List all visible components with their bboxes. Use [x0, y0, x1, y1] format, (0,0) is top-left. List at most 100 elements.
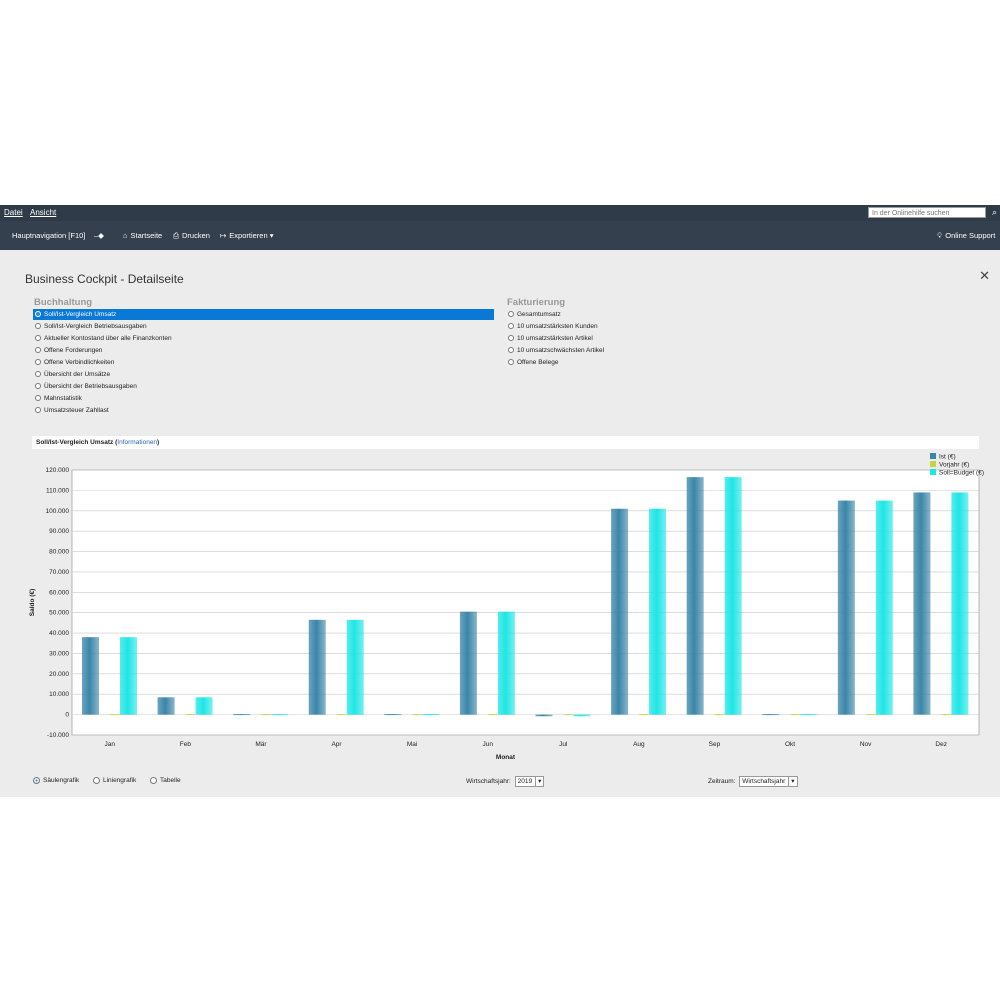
bar-soll[interactable]: [497, 611, 515, 715]
y-tick-label: 100.000: [46, 508, 70, 515]
radio-line-chart-label: Liniengrafik: [102, 777, 137, 785]
bar-ist[interactable]: [384, 714, 402, 716]
legend-label: Soll=Budget (€): [939, 470, 984, 477]
search-icon[interactable]: ⌕: [991, 207, 997, 217]
bar-vorjahr[interactable]: [336, 714, 347, 716]
main-content: Business Cockpit - Detailseite ✕ Buchhal…: [0, 250, 1000, 797]
accounting-option[interactable]: Offene Verbindlichkeiten: [33, 357, 114, 368]
toolbar: Hauptnavigation [F10] ‒◆ ⌂ Startseite ⎙ Dr…: [0, 221, 1000, 250]
chart-title: Soll/Ist-Vergleich Umsatz (Informationen…: [32, 436, 979, 449]
x-tick-label: Okt: [785, 741, 795, 748]
accounting-option[interactable]: Aktueller Kontostand über alle Finanzkon…: [33, 333, 172, 344]
bar-vorjahr[interactable]: [865, 714, 876, 716]
bar-ist[interactable]: [762, 714, 780, 716]
period-label: Zeitraum:: [708, 778, 736, 786]
bar-vorjahr[interactable]: [941, 714, 952, 716]
bar-soll[interactable]: [346, 619, 364, 715]
bar-soll[interactable]: [195, 697, 213, 715]
bar-vorjahr[interactable]: [110, 714, 120, 716]
bar-ist[interactable]: [686, 477, 704, 715]
invoicing-option[interactable]: 10 umsatzstärksten Kunden: [506, 321, 598, 332]
y-tick-label: 90.000: [49, 528, 69, 535]
bar-soll[interactable]: [649, 508, 667, 715]
printer-icon: ⎙: [173, 231, 179, 240]
invoicing-option[interactable]: 10 umsatzschwächsten Artikel: [506, 345, 604, 356]
bar-vorjahr[interactable]: [487, 714, 498, 716]
app-window: Datei Ansicht In der Onlinehilfe suchen …: [0, 205, 1000, 797]
accounting-heading: Buchhaltung: [34, 297, 93, 308]
chevron-down-icon: ▾: [535, 777, 541, 786]
radio-line-chart[interactable]: Liniengrafik: [92, 777, 137, 785]
bar-ist[interactable]: [913, 492, 931, 715]
period-select[interactable]: Wirtschaftsjahr ▾: [739, 776, 798, 787]
bar-vorjahr[interactable]: [639, 714, 650, 716]
bar-ist[interactable]: [459, 611, 477, 715]
bar-ist[interactable]: [82, 637, 99, 715]
plot-area: [71, 469, 980, 736]
accounting-option[interactable]: Soll/Ist-Vergleich Betriebsausgaben: [33, 321, 147, 332]
y-tick-label: 40.000: [49, 630, 69, 637]
radio-indicator: [35, 346, 41, 353]
bar-vorjahr[interactable]: [563, 714, 574, 716]
chart-title-text: Soll/Ist-Vergleich Umsatz: [36, 439, 114, 446]
accounting-option-label: Mahnstatistik: [44, 395, 82, 402]
bar-ist[interactable]: [233, 714, 251, 716]
menu-file[interactable]: Datei: [4, 208, 23, 217]
information-link[interactable]: Informationen: [117, 439, 158, 446]
accounting-option[interactable]: Mahnstatistik: [33, 393, 82, 404]
y-tick-label: 50.000: [49, 610, 69, 617]
bar-soll[interactable]: [724, 477, 742, 715]
bar-soll[interactable]: [422, 714, 440, 716]
bar-vorjahr[interactable]: [185, 714, 196, 716]
bar-soll[interactable]: [800, 714, 818, 716]
bar-soll[interactable]: [875, 500, 893, 715]
main-navigation-button[interactable]: Hauptnavigation [F10]: [12, 231, 86, 240]
radio-indicator: [33, 777, 40, 784]
bar-soll[interactable]: [271, 714, 289, 716]
menu-view[interactable]: Ansicht: [30, 208, 57, 217]
accounting-option[interactable]: Übersicht der Betriebsausgaben: [33, 381, 137, 392]
help-search-input[interactable]: In der Onlinehilfe suchen: [868, 207, 986, 218]
fiscal-year-select[interactable]: 2019 ▾: [514, 776, 545, 787]
export-button[interactable]: ↦ Exportieren ▾: [220, 231, 274, 240]
radio-column-chart[interactable]: Säulengrafik: [33, 777, 79, 784]
online-support-button[interactable]: 💡︎ Online Support: [937, 231, 995, 241]
invoicing-option[interactable]: Offene Belege: [506, 357, 558, 368]
invoicing-option-label: 10 umsatzstärksten Kunden: [517, 323, 598, 330]
bar-vorjahr[interactable]: [412, 714, 423, 716]
bar-vorjahr[interactable]: [714, 714, 725, 716]
y-tick-label: 70.000: [49, 569, 69, 576]
pin-icon[interactable]: ‒◆: [94, 231, 104, 240]
bar-vorjahr[interactable]: [790, 714, 801, 716]
chart-title-open: (: [113, 439, 118, 446]
print-button[interactable]: ⎙ Drucken: [173, 231, 210, 241]
bar-soll[interactable]: [573, 714, 591, 717]
bar-ist[interactable]: [535, 714, 553, 717]
bar-soll[interactable]: [951, 492, 969, 715]
accounting-option[interactable]: Soll/Ist-Vergleich Umsatz: [33, 309, 494, 320]
page-title: Business Cockpit - Detailseite: [25, 272, 184, 286]
menu-bar: Datei Ansicht In der Onlinehilfe suchen …: [0, 205, 1000, 221]
bar-vorjahr[interactable]: [261, 714, 272, 716]
accounting-option-label: Offene Forderungen: [44, 347, 103, 354]
accounting-option[interactable]: Umsatzsteuer Zahllast: [33, 405, 109, 416]
bar-ist[interactable]: [837, 500, 855, 715]
home-button[interactable]: ⌂ Startseite: [123, 231, 162, 240]
radio-indicator: [508, 322, 514, 329]
invoicing-option[interactable]: Gesamtumsatz: [506, 309, 561, 320]
y-tick-label: 120.000: [46, 467, 70, 474]
y-tick-label: 20.000: [49, 671, 69, 678]
radio-table[interactable]: Tabelle: [150, 777, 181, 784]
radio-indicator: [35, 310, 41, 317]
close-icon[interactable]: ✕: [979, 268, 990, 283]
bar-ist[interactable]: [611, 508, 629, 715]
accounting-option[interactable]: Übersicht der Umsätze: [33, 369, 110, 380]
bar-ist[interactable]: [308, 619, 326, 715]
legend-swatch: [930, 469, 936, 475]
bar-ist[interactable]: [157, 697, 175, 715]
bar-soll[interactable]: [120, 637, 137, 715]
invoicing-option[interactable]: 10 umsatzstärksten Artikel: [506, 333, 593, 344]
x-tick-label: Jul: [559, 741, 568, 748]
radio-column-chart-label: Säulengrafik: [43, 777, 80, 785]
accounting-option[interactable]: Offene Forderungen: [33, 345, 102, 356]
